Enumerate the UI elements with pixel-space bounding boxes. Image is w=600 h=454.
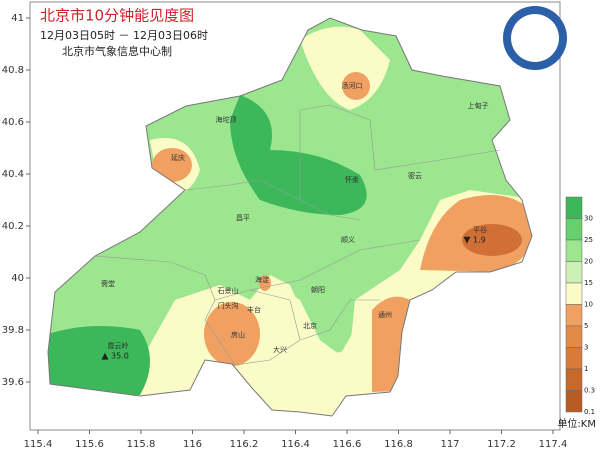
x-tick-label: 116.6 bbox=[333, 439, 362, 450]
legend-swatch bbox=[565, 239, 583, 262]
place-label: 石景山 bbox=[218, 286, 239, 295]
x-tick-label: 117.4 bbox=[539, 439, 568, 450]
subtitle: 12月03日05时 － 12月03日06时 bbox=[40, 29, 208, 42]
place-label: 丰台 bbox=[247, 305, 261, 314]
field-brown bbox=[462, 224, 522, 256]
logo-inner bbox=[511, 14, 559, 62]
place-label: 怀柔 bbox=[345, 175, 359, 184]
y-tick-label: 39.6 bbox=[2, 377, 24, 388]
legend-label: 20 bbox=[584, 258, 593, 266]
x-tick-label: 115.4 bbox=[24, 439, 53, 450]
y-tick-label: 40.6 bbox=[2, 117, 24, 128]
overlay: 115.4 115.6 115.8 116 116.2 116.4 116.6 116.8 11… bbox=[2, 13, 596, 450]
y-tick-label: 40.4 bbox=[2, 169, 24, 180]
field-dark-green bbox=[230, 95, 367, 215]
district-borders bbox=[94, 104, 501, 366]
station-name: 平谷 bbox=[473, 225, 487, 234]
x-tick-label: 115.8 bbox=[127, 439, 156, 450]
field-orange bbox=[342, 72, 370, 100]
legend-label: 0.3 bbox=[584, 387, 595, 395]
station-value: 35.0 bbox=[111, 352, 129, 361]
issuer: 北京市气象信息中心制 bbox=[62, 44, 172, 58]
legend-label: 1 bbox=[584, 365, 588, 373]
place-label: 上甸子 bbox=[468, 101, 489, 110]
x-tick-label: 117.2 bbox=[487, 439, 516, 450]
legend-swatch bbox=[565, 390, 583, 413]
x-tick-label: 116.4 bbox=[281, 439, 310, 450]
unit-label: 单位:KM bbox=[557, 417, 596, 430]
title: 北京市10分钟能见度图 bbox=[40, 7, 194, 25]
place-label: 房山 bbox=[231, 330, 245, 339]
legend-swatch bbox=[565, 304, 583, 327]
legend-swatch bbox=[565, 368, 583, 391]
place-label: 昌平 bbox=[236, 214, 250, 222]
x-tick-label: 116.8 bbox=[384, 439, 413, 450]
y-tick-label: 40.2 bbox=[2, 221, 24, 232]
place-label: 斋堂 bbox=[101, 279, 115, 288]
legend-label: 0.1 bbox=[584, 408, 595, 416]
field-orange bbox=[204, 302, 260, 366]
place-label: 朝阳 bbox=[311, 285, 325, 294]
station-name: 霞云岭 bbox=[108, 341, 129, 350]
field-orange bbox=[152, 148, 192, 182]
place-label: 海坨顶 bbox=[216, 115, 237, 124]
place-label: 大兴 bbox=[273, 345, 287, 354]
title-bg bbox=[32, 4, 232, 62]
y-tick-label: 41 bbox=[11, 13, 24, 24]
legend-swatch bbox=[565, 218, 583, 241]
place-label: 门头沟 bbox=[218, 301, 239, 310]
x-tick-label: 116 bbox=[183, 439, 202, 450]
station-symbol: ▼ bbox=[464, 236, 471, 246]
legend-label: 15 bbox=[584, 279, 593, 287]
station-symbol: ▲ bbox=[102, 352, 109, 362]
place-label: 北京 bbox=[303, 321, 317, 330]
field-dark-green bbox=[48, 326, 150, 395]
y-tick-label: 40 bbox=[11, 273, 24, 284]
x-tick-label: 117 bbox=[440, 439, 459, 450]
legend-label: 5 bbox=[584, 322, 588, 330]
station-value: 1.9 bbox=[473, 236, 486, 245]
place-label: 通州 bbox=[378, 310, 392, 319]
place-label: 密云 bbox=[408, 171, 422, 180]
legend-label: 25 bbox=[584, 236, 593, 244]
title-block: 北京市10分钟能见度图 12月03日05时 － 12月03日06时 北京市气象信… bbox=[32, 4, 232, 62]
legend-swatch bbox=[565, 325, 583, 348]
legend-swatch bbox=[565, 196, 583, 219]
legend-swatch bbox=[565, 347, 583, 370]
legend-swatch bbox=[565, 261, 583, 284]
place-label: 海淀 bbox=[255, 275, 269, 284]
x-tick-label: 115.6 bbox=[75, 439, 104, 450]
field-orange bbox=[259, 275, 271, 291]
place-label: 延庆 bbox=[171, 153, 185, 162]
legend-label: 30 bbox=[584, 215, 593, 223]
y-tick-label: 39.8 bbox=[2, 325, 24, 336]
x-tick-label: 116.2 bbox=[230, 439, 259, 450]
place-label: 顺义 bbox=[341, 236, 355, 244]
legend-label: 3 bbox=[584, 344, 588, 352]
legend-label: 10 bbox=[584, 301, 593, 309]
place-label: 汤河口 bbox=[342, 81, 363, 90]
y-tick-label: 40.8 bbox=[2, 65, 24, 76]
legend-swatch bbox=[565, 282, 583, 305]
